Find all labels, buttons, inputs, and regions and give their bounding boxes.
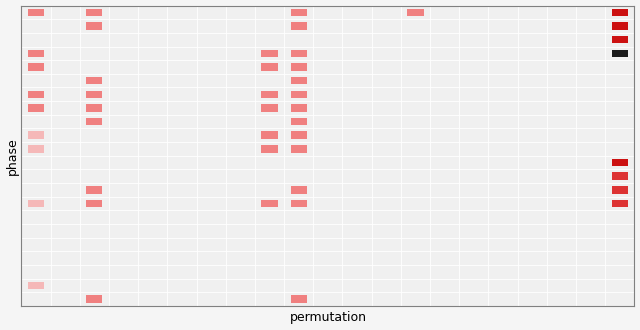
Bar: [86, 9, 102, 16]
Bar: [86, 118, 102, 125]
Bar: [291, 90, 307, 98]
X-axis label: permutation: permutation: [289, 312, 366, 324]
Bar: [612, 200, 628, 207]
Bar: [291, 104, 307, 112]
Bar: [262, 50, 278, 57]
Bar: [291, 77, 307, 84]
Bar: [86, 200, 102, 207]
Bar: [291, 50, 307, 57]
Bar: [291, 131, 307, 139]
Bar: [28, 145, 44, 153]
Bar: [86, 22, 102, 30]
Bar: [291, 63, 307, 71]
Bar: [28, 63, 44, 71]
Bar: [28, 282, 44, 289]
Bar: [612, 50, 628, 57]
Bar: [408, 9, 424, 16]
Bar: [28, 131, 44, 139]
Bar: [262, 90, 278, 98]
Bar: [291, 186, 307, 194]
Bar: [262, 200, 278, 207]
Bar: [86, 90, 102, 98]
Bar: [28, 50, 44, 57]
Bar: [86, 104, 102, 112]
Bar: [291, 22, 307, 30]
Bar: [262, 63, 278, 71]
Bar: [612, 173, 628, 180]
Bar: [28, 90, 44, 98]
Bar: [291, 295, 307, 303]
Bar: [612, 159, 628, 166]
Bar: [291, 200, 307, 207]
Bar: [28, 200, 44, 207]
Bar: [86, 295, 102, 303]
Bar: [86, 77, 102, 84]
Bar: [291, 9, 307, 16]
Bar: [262, 131, 278, 139]
Bar: [612, 9, 628, 16]
Bar: [612, 186, 628, 194]
Bar: [291, 145, 307, 153]
Bar: [28, 104, 44, 112]
Bar: [262, 104, 278, 112]
Bar: [86, 186, 102, 194]
Bar: [612, 36, 628, 44]
Bar: [262, 145, 278, 153]
Bar: [291, 118, 307, 125]
Bar: [28, 9, 44, 16]
Y-axis label: phase: phase: [6, 137, 19, 175]
Bar: [612, 22, 628, 30]
